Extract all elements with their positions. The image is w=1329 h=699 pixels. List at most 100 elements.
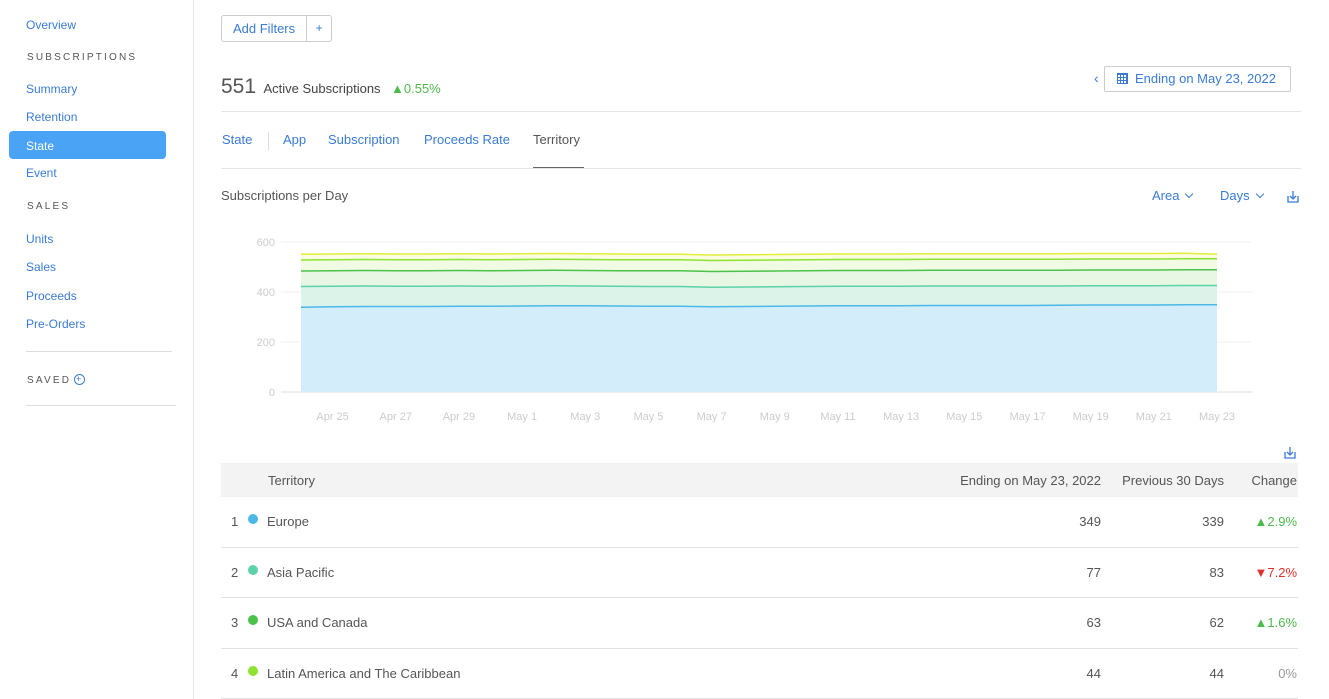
divider	[26, 405, 176, 406]
add-saved-icon[interactable]: +	[74, 374, 86, 385]
sidebar: Overview SUBSCRIPTIONS Summary Retention…	[0, 0, 194, 699]
active-subscription-count: 551	[221, 75, 257, 98]
sidebar-item-retention[interactable]: Retention	[26, 110, 78, 124]
saved-heading: SAVED +	[27, 374, 86, 386]
x-tick-label: Apr 27	[380, 411, 412, 423]
series-line-asia-pacific	[300, 284, 1217, 289]
x-tick-label: Apr 29	[443, 411, 475, 423]
column-header-territory[interactable]: Territory	[268, 473, 315, 488]
x-tick-label: May 5	[633, 411, 663, 423]
date-range-label: Ending on May 23, 2022	[1135, 71, 1276, 86]
x-tick-label: May 1	[507, 411, 537, 423]
add-filters-control[interactable]: Add Filters +	[221, 15, 333, 42]
row-rank: 4	[231, 665, 239, 681]
table-row[interactable]: 2 Asia Pacific 77 83 ▼7.2%	[221, 548, 1298, 598]
tab-app[interactable]: App	[283, 132, 307, 147]
y-tick-label: 0	[269, 387, 275, 399]
x-tick-label: Apr 25	[316, 411, 348, 423]
calendar-icon	[1117, 73, 1128, 84]
territory-table: Territory Ending on May 23, 2022 Previou…	[221, 463, 1298, 699]
download-chart-icon[interactable]	[1287, 190, 1299, 203]
chart-title: Subscriptions per Day	[221, 188, 349, 203]
divider	[26, 351, 172, 352]
date-range-button[interactable]: Ending on May 23, 2022	[1104, 66, 1291, 92]
table-row[interactable]: 4 Latin America and The Caribbean 44 44 0%	[221, 649, 1298, 699]
column-header-current[interactable]: Ending on May 23, 2022	[960, 473, 1101, 488]
column-header-previous[interactable]: Previous 30 Days	[1122, 473, 1224, 488]
series-area-asia-pacific	[301, 285, 1217, 308]
territory-color-dot	[248, 564, 258, 575]
sidebar-item-overview[interactable]: Overview	[26, 18, 77, 32]
row-previous-value: 62	[1209, 615, 1224, 630]
row-current-value: 63	[1086, 615, 1101, 630]
row-territory: USA and Canada	[267, 615, 368, 630]
table-row[interactable]: 1 Europe 349 339 ▲2.9%	[221, 497, 1298, 548]
x-tick-label: May 17	[1009, 411, 1045, 423]
series-line-europe	[300, 304, 1217, 309]
active-subscriptions-label: Active Subscriptions	[263, 81, 381, 96]
row-current-value: 349	[1079, 514, 1101, 529]
series-area-latin-america-and-the-caribbean	[301, 258, 1217, 272]
y-tick-label: 600	[257, 237, 275, 249]
series-line-usa-and-canada	[300, 269, 1217, 273]
previous-period-icon[interactable]: ‹	[1094, 70, 1099, 86]
territory-color-dot	[248, 615, 258, 625]
main-content: Add Filters + 551 Active Subscriptions ▲…	[221, 0, 1301, 699]
table-header: Territory Ending on May 23, 2022 Previou…	[221, 463, 1298, 497]
y-tick-label: 400	[257, 287, 275, 299]
x-tick-label: May 15	[946, 411, 982, 423]
x-tick-label: May 23	[1199, 411, 1235, 423]
row-previous-value: 83	[1209, 564, 1224, 580]
sidebar-item-event[interactable]: Event	[26, 166, 57, 180]
chart-period-dropdown[interactable]: Days	[1220, 188, 1264, 203]
divider	[221, 111, 1301, 112]
sidebar-item-proceeds[interactable]: Proceeds	[26, 289, 77, 303]
x-tick-label: May 3	[570, 411, 600, 423]
chevron-down-icon	[1185, 189, 1194, 199]
add-filter-plus-button[interactable]: +	[315, 21, 323, 35]
saved-label: SAVED	[27, 375, 72, 386]
row-rank: 3	[231, 615, 239, 630]
x-tick-label: May 19	[1073, 411, 1109, 423]
series-area-europe	[301, 304, 1217, 392]
territory-color-dot	[248, 514, 258, 524]
row-rank: 1	[231, 514, 239, 529]
subscriptions-heading: SUBSCRIPTIONS	[27, 52, 138, 63]
y-tick-label: 200	[257, 337, 275, 349]
sidebar-item-sales[interactable]: Sales	[26, 260, 57, 274]
row-change: ▼7.2%	[1254, 564, 1298, 580]
x-tick-label: May 21	[1136, 411, 1172, 423]
column-header-change[interactable]: Change	[1251, 473, 1297, 488]
series-line-latin-america-and-the-caribbean	[300, 258, 1217, 262]
sidebar-item-label: State	[26, 139, 55, 153]
add-filters-button[interactable]: Add Filters	[222, 16, 308, 41]
territory-color-dot	[248, 665, 258, 676]
sidebar-item-units[interactable]: Units	[26, 232, 54, 246]
series-line-other	[300, 252, 1218, 256]
subscriptions-area-chart: 0 200 400 600 Apr 25 Apr 27 Apr 29 May 1 May 3 Ma…	[257, 237, 1252, 423]
tab-state[interactable]: State	[222, 132, 253, 147]
series-area-usa-and-canada	[301, 269, 1217, 288]
row-change: 0%	[1278, 665, 1297, 681]
table-row[interactable]: 3 USA and Canada 63 62 ▲1.6%	[221, 598, 1298, 649]
chart-type-label: Area	[1152, 188, 1180, 203]
row-change: ▲2.9%	[1254, 514, 1298, 529]
change-badge: ▲0.55%	[391, 81, 441, 96]
chevron-down-icon	[1255, 189, 1264, 199]
row-previous-value: 339	[1202, 514, 1224, 529]
tab-subscription[interactable]: Subscription	[328, 132, 400, 147]
x-tick-label: May 11	[820, 411, 855, 423]
download-table-icon[interactable]	[1284, 446, 1296, 459]
x-tick-label: May 7	[697, 411, 727, 423]
sidebar-item-summary[interactable]: Summary	[26, 82, 78, 96]
tab-territory[interactable]: Territory	[533, 132, 580, 147]
divider	[221, 168, 1301, 169]
chart-type-dropdown[interactable]: Area	[1152, 188, 1194, 203]
row-territory: Asia Pacific	[267, 564, 335, 580]
row-current-value: 77	[1086, 564, 1101, 580]
tab-proceeds-rate[interactable]: Proceeds Rate	[424, 132, 510, 147]
sidebar-item-pre-orders[interactable]: Pre-Orders	[26, 317, 86, 331]
row-territory: Europe	[267, 514, 309, 529]
row-previous-value: 44	[1209, 665, 1224, 681]
sidebar-item-state[interactable]: State	[9, 131, 166, 159]
